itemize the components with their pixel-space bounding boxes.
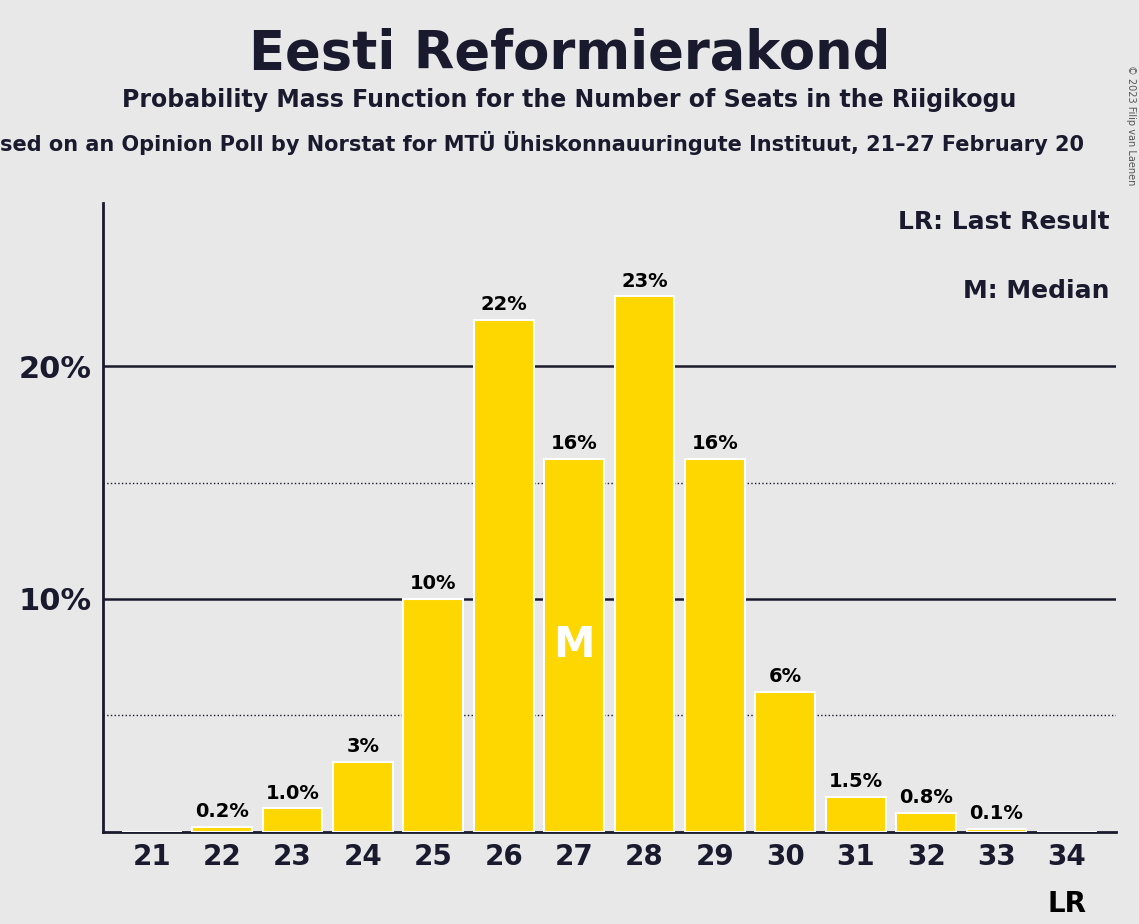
Bar: [685, 459, 745, 832]
Bar: [967, 829, 1026, 832]
Bar: [474, 320, 534, 832]
Text: 0.2%: 0.2%: [195, 802, 249, 821]
Text: M: M: [554, 625, 595, 666]
Text: 10%: 10%: [410, 574, 457, 593]
Text: LR: Last Result: LR: Last Result: [898, 210, 1109, 234]
Text: Eesti Reformierakond: Eesti Reformierakond: [248, 28, 891, 79]
Text: © 2023 Filip van Laenen: © 2023 Filip van Laenen: [1126, 65, 1136, 185]
Text: 16%: 16%: [551, 434, 598, 454]
Text: 3%: 3%: [346, 737, 379, 756]
Bar: [263, 808, 322, 832]
Text: 1.0%: 1.0%: [265, 784, 320, 803]
Bar: [333, 761, 393, 832]
Text: sed on an Opinion Poll by Norstat for MTÜ Ühiskonnauuringute Instituut, 21–27 Fe: sed on an Opinion Poll by Norstat for MT…: [0, 131, 1084, 155]
Bar: [755, 692, 816, 832]
Text: 6%: 6%: [769, 667, 802, 687]
Text: M: Median: M: Median: [962, 279, 1109, 303]
Bar: [403, 599, 464, 832]
Text: 22%: 22%: [481, 295, 527, 314]
Text: LR: LR: [1048, 890, 1087, 918]
Bar: [544, 459, 604, 832]
Bar: [615, 297, 674, 832]
Bar: [826, 796, 886, 832]
Text: 1.5%: 1.5%: [829, 772, 883, 791]
Text: Probability Mass Function for the Number of Seats in the Riigikogu: Probability Mass Function for the Number…: [122, 88, 1017, 112]
Text: 23%: 23%: [621, 272, 667, 290]
Text: 0.8%: 0.8%: [899, 788, 953, 808]
Text: 0.1%: 0.1%: [969, 805, 1024, 823]
Bar: [896, 813, 956, 832]
Bar: [192, 827, 252, 832]
Text: 16%: 16%: [691, 434, 738, 454]
